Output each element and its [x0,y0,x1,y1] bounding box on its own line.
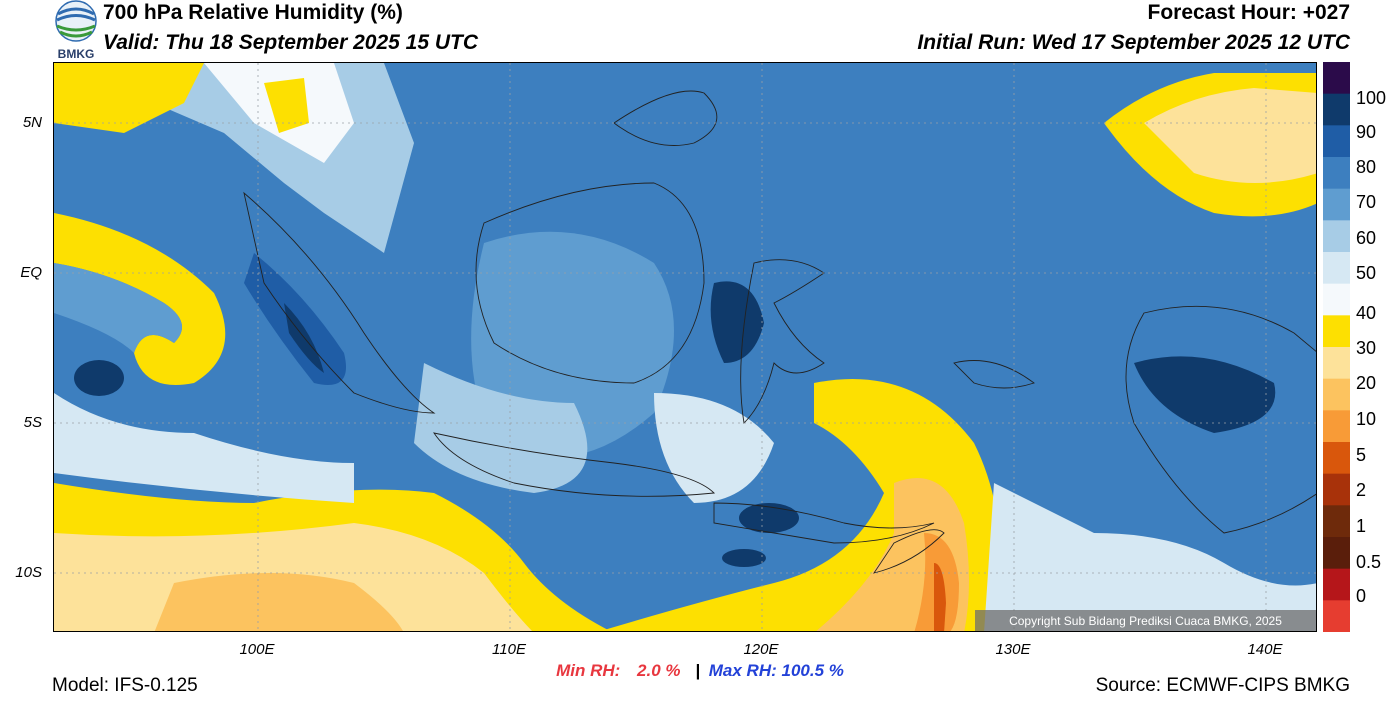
colorbar-label: 1 [1356,516,1367,536]
colorbar-swatch [1323,410,1350,443]
bmkg-logo-icon: BMKG [55,0,97,61]
bmkg-logo: BMKG [52,0,100,61]
colorbar-swatch [1323,93,1350,126]
colorbar-label: 2 [1356,480,1367,500]
new-guinea-coast [1125,305,1316,534]
colorbar-swatch [1323,568,1350,601]
max-rh-value: 100.5 % [781,661,844,680]
colorbar-label: 40 [1356,303,1377,323]
colorbar-swatches [1323,62,1350,633]
colorbar-swatch [1323,125,1350,158]
colorbar-swatch [1323,473,1350,506]
colorbar-swatch [1323,600,1350,633]
copyright-notice: Copyright Sub Bidang Prediksi Cuaca BMKG… [975,610,1316,631]
lat-label-5n: 5N [22,114,42,131]
coastlines [243,90,1316,574]
min-rh-value: 2.0 % [637,661,681,680]
colorbar-label: 0.5 [1356,552,1382,572]
lesser-sunda-coast [713,502,935,544]
data-source: Source: ECMWF-CIPS BMKG [1095,675,1350,696]
map-title: 700 hPa Relative Humidity (%) [103,1,403,24]
north-borneo-coast [613,90,718,146]
forecast-hour: Forecast Hour: +027 [1147,1,1351,24]
valid-time: Valid: Thu 18 September 2025 15 UTC [103,31,479,54]
field-nw-yellow [54,63,204,133]
field-javasea [414,363,588,493]
field-timor-red [934,563,946,631]
lon-label-140e: 140E [1247,641,1283,658]
colorbar-label: 100 [1356,88,1387,108]
min-max-readout: Min RH: 2.0 % | Max RH: 100.5 % [0,661,1400,681]
field-swirl-yellow [54,213,226,385]
model-name: Model: IFS-0.125 [52,675,198,696]
colorbar-label: 60 [1356,228,1377,248]
colorbar-swatch [1323,157,1350,190]
min-max-separator: | [695,661,701,680]
max-rh-label: Max RH: [708,661,777,680]
lon-label-130e: 130E [995,641,1031,658]
colorbar-swatch [1323,442,1350,475]
lon-label-110e: 110E [492,641,526,658]
colorbar-label: 5 [1356,445,1367,465]
colorbar-swatch [1323,283,1350,316]
field-sumba-dark [722,549,766,567]
colorbar-swatch [1323,347,1350,380]
lat-label-10s: 10S [15,564,42,581]
min-rh-label: Min RH: [556,661,621,680]
field-swirl-dark [74,360,124,396]
lon-label-100e: 100E [239,641,275,658]
sumatra-coast [243,191,436,414]
field-sulawesi-dark [710,281,764,363]
humidity-map: Copyright Sub Bidang Prediksi Cuaca BMKG… [53,62,1317,632]
colorbar-swatch [1323,315,1350,348]
field-arafura-white [984,483,1316,631]
field-swirl-blue [54,263,182,353]
field-sw-white [54,393,354,503]
colorbar [1323,62,1350,633]
timor-coast [872,529,945,574]
field-papua-dark [1134,356,1276,433]
seram-coast [953,360,1035,389]
initial-run: Initial Run: Wed 17 September 2025 12 UT… [917,31,1350,54]
colorbar-label: 90 [1356,122,1377,142]
colorbar-label: 30 [1356,338,1377,358]
colorbar-swatch [1323,62,1350,95]
lat-label-eq: EQ [20,264,42,281]
field-ne-light [1144,88,1316,183]
gridlines [54,63,1316,631]
colorbar-swatch [1323,378,1350,411]
colorbar-swatch [1323,220,1350,253]
colorbar-label: 10 [1356,409,1377,429]
field-nw-yellow-2 [264,78,309,133]
borneo-coast [475,182,705,384]
colorbar-label: 50 [1356,263,1377,283]
colorbar-swatch [1323,252,1350,285]
colorbar-swatch [1323,537,1350,570]
field-sumbawa-dark [739,503,799,533]
colorbar-label: 0 [1356,586,1367,606]
lat-label-5s: 5S [23,414,42,431]
field-south-orange [154,573,403,631]
logo-text: BMKG [58,47,95,60]
lon-label-120e: 120E [743,641,779,658]
colorbar-label: 70 [1356,192,1377,212]
humidity-field [54,63,1316,631]
colorbar-label: 80 [1356,157,1377,177]
colorbar-swatch [1323,505,1350,538]
java-coast [433,432,715,497]
colorbar-label: 20 [1356,373,1377,393]
colorbar-swatch [1323,188,1350,221]
